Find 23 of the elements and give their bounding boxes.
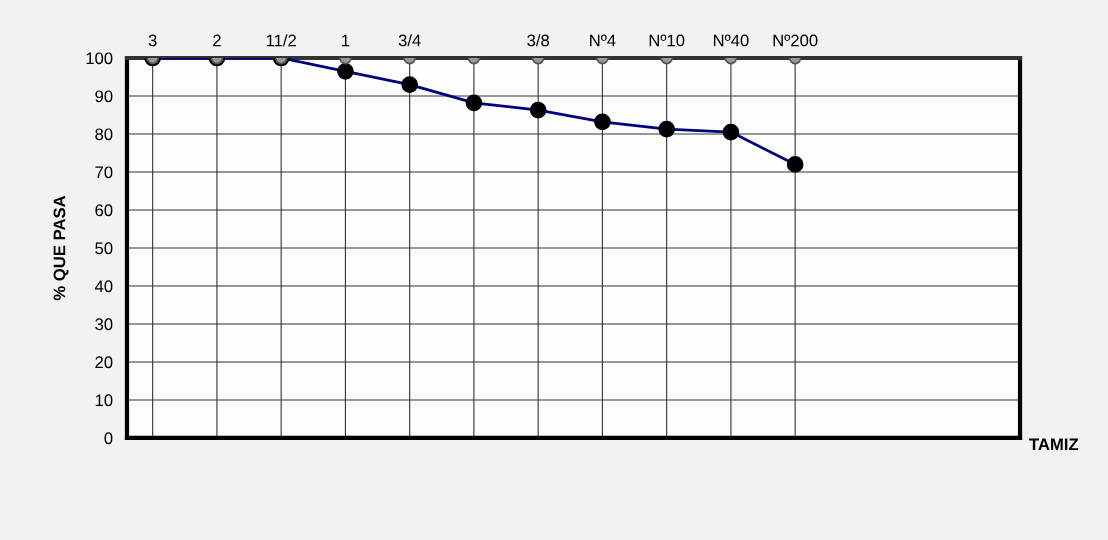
y-tick-label: 40 xyxy=(94,280,113,293)
y-tick-label: 20 xyxy=(95,356,113,369)
y-tick-label: 0 xyxy=(104,432,113,445)
y-tick-label: 80 xyxy=(95,128,113,141)
y-tick-label: 90 xyxy=(95,90,113,103)
x-tick-label: Nº200 xyxy=(773,34,818,47)
x-tick-label: Nº40 xyxy=(713,34,749,47)
x-tick-label: 11/2 xyxy=(266,34,296,47)
y-tick-label: 60 xyxy=(95,204,113,217)
x-tick-label: 3/4 xyxy=(398,34,421,47)
x-tick-label: Nº10 xyxy=(649,34,685,47)
x-tick-label: 3 xyxy=(148,34,157,47)
y-tick-label: 30 xyxy=(95,318,113,331)
x-tick-label: 2 xyxy=(213,34,221,47)
x-tick-label: Nº4 xyxy=(590,34,616,47)
y-tick-label: 10 xyxy=(95,394,113,407)
y-axis-title: % QUE PASA xyxy=(53,195,69,301)
x-tick-label: 1 xyxy=(342,34,350,47)
y-tick-label: 70 xyxy=(95,166,113,179)
x-tick-label: 3/8 xyxy=(527,34,550,47)
y-tick-label: 100 xyxy=(86,52,113,65)
y-tick-label: 50 xyxy=(95,242,113,255)
text: TAMIZ xyxy=(1029,438,1079,451)
